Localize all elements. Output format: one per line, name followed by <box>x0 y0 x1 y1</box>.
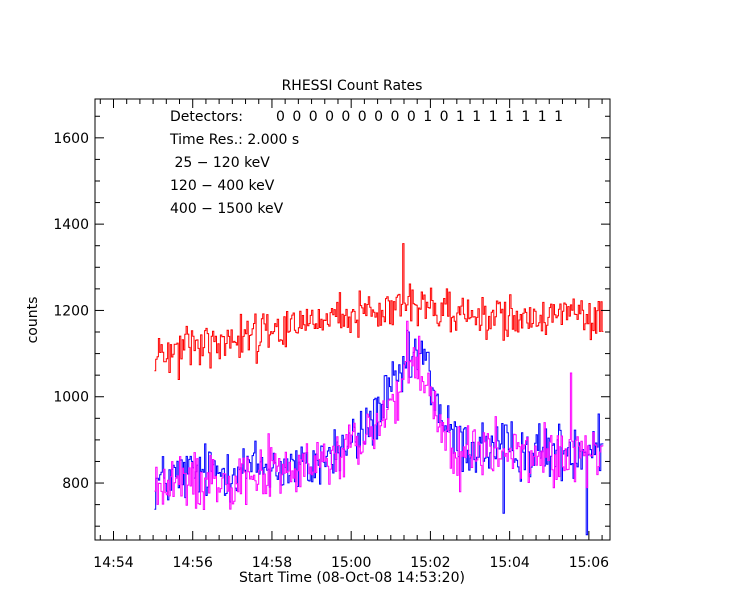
plot-frame <box>94 98 611 541</box>
legend-entry-high-energy: 400 − 1500 keV <box>170 201 284 217</box>
x-tick-label: 15:00 <box>331 555 371 571</box>
x-tick-label: 14:56 <box>173 555 213 571</box>
detectors-value: 0 0 0 0 0 0 0 0 0 1 0 1 1 1 1 1 1 1 <box>276 109 563 125</box>
series-line-1 <box>154 320 604 510</box>
axes: 14:54 14:56 14:58 15:00 15:02 15:04 15:06 800 10… <box>53 99 610 571</box>
y-axis-label: counts <box>25 297 41 344</box>
x-tick-label: 15:04 <box>489 555 529 571</box>
annotation-block: Detectors: 0 0 0 0 0 0 0 0 0 1 0 1 1 1 1… <box>169 109 563 217</box>
x-axis-label: Start Time (08-Oct-08 14:53:20) <box>239 570 465 586</box>
legend-entry-mid-energy: 120 − 400 keV <box>170 178 275 194</box>
y-tick-label: 1200 <box>53 303 89 319</box>
x-tick-label: 15:02 <box>410 555 450 571</box>
y-tick-label: 800 <box>62 476 89 492</box>
detectors-label: Detectors: <box>170 109 243 125</box>
x-tick-label: 15:06 <box>569 555 609 571</box>
time-resolution: Time Res.: 2.000 s <box>169 132 299 148</box>
y-tick-label: 1600 <box>53 131 89 147</box>
chart-title: RHESSI Count Rates <box>282 78 423 94</box>
plot-area <box>154 243 604 536</box>
y-tick-label: 1000 <box>53 390 89 406</box>
legend-entry-low-energy: 25 − 120 keV <box>170 155 270 171</box>
series-line-2 <box>154 243 604 380</box>
x-tick-label: 14:58 <box>252 555 292 571</box>
y-tick-label: 1400 <box>53 217 89 233</box>
x-tick-label: 14:54 <box>93 555 133 571</box>
